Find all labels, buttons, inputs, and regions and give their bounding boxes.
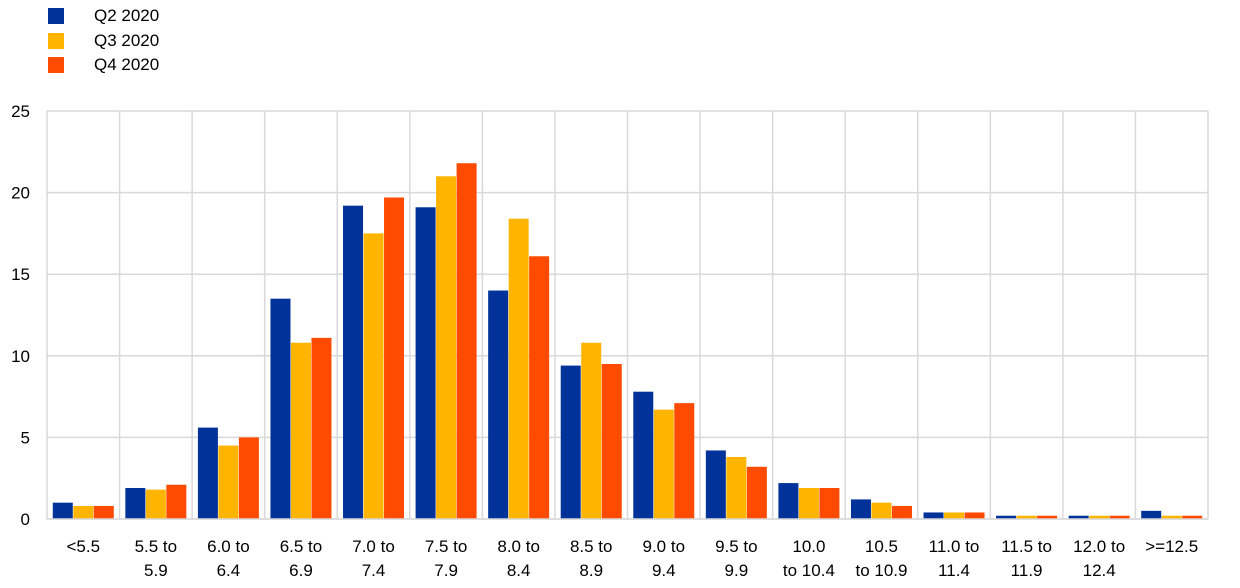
bar <box>1109 515 1130 519</box>
x-tick-label: 12.0 to <box>1073 537 1125 556</box>
bar <box>1161 515 1182 519</box>
x-tick-label: 9.5 to <box>715 537 758 556</box>
x-tick-label: to 10.4 <box>783 561 835 580</box>
bar <box>1016 515 1037 519</box>
legend-swatch-q4 <box>48 57 64 74</box>
legend-item-q4: Q4 2020 <box>48 53 159 78</box>
bar <box>923 512 944 519</box>
bar <box>1089 515 1110 519</box>
bar <box>166 484 187 519</box>
x-tick-label: 9.9 <box>725 561 749 580</box>
legend-label-q3: Q3 2020 <box>94 30 160 50</box>
x-tick-label: >=12.5 <box>1145 537 1198 556</box>
bar <box>1068 515 1089 519</box>
legend-swatch-q2 <box>48 8 64 25</box>
legend-label-q4: Q4 2020 <box>94 55 160 75</box>
x-tick-label: 6.4 <box>217 561 241 580</box>
x-tick-label: 8.0 to <box>497 537 540 556</box>
bar <box>1037 515 1058 519</box>
bar <box>996 515 1017 519</box>
y-tick-label: 15 <box>11 265 30 284</box>
x-tick-label: 11.9 <box>1011 561 1043 580</box>
y-tick-label: 25 <box>11 102 30 121</box>
bar <box>311 337 332 519</box>
x-tick-label: 7.5 to <box>425 537 468 556</box>
x-tick-label: 6.0 to <box>207 537 250 556</box>
x-tick-label: to 10.9 <box>855 561 907 580</box>
bar <box>726 456 747 519</box>
x-tick-label: 7.0 to <box>352 537 395 556</box>
bar <box>488 290 509 519</box>
y-tick-label: 0 <box>21 510 30 529</box>
bar <box>601 363 622 519</box>
bar <box>798 487 819 519</box>
bar <box>238 437 259 519</box>
bar <box>581 342 602 519</box>
bar <box>819 487 840 519</box>
x-tick-label: 9.4 <box>652 561 676 580</box>
bar <box>850 499 871 519</box>
bar <box>529 256 550 519</box>
y-tick-label: 10 <box>11 347 30 366</box>
x-tick-label: 12.4 <box>1083 561 1116 580</box>
x-tick-label: 5.9 <box>144 561 168 580</box>
bar <box>746 466 767 519</box>
x-tick-label: 11.5 to <box>1001 537 1052 556</box>
bar <box>508 218 529 519</box>
bar <box>145 489 166 519</box>
legend-swatch-q3 <box>48 32 64 49</box>
bar <box>52 502 73 519</box>
bar <box>125 487 146 519</box>
bar <box>944 512 965 519</box>
x-tick-label: 11.4 <box>938 561 970 580</box>
bar <box>705 450 726 519</box>
y-tick-label: 20 <box>11 184 30 203</box>
x-tick-label: 10.5 <box>865 537 898 556</box>
bar <box>778 483 799 519</box>
bar <box>1182 515 1203 519</box>
x-tick-label: 9.0 to <box>643 537 686 556</box>
x-tick-label: 11.0 to <box>929 537 980 556</box>
x-tick-label: 7.9 <box>434 561 458 580</box>
bar <box>218 445 239 519</box>
bar <box>964 512 985 519</box>
x-tick-label: 8.9 <box>579 561 603 580</box>
bar <box>415 207 436 519</box>
bar <box>653 409 674 519</box>
bar <box>197 427 218 519</box>
bar <box>456 163 477 519</box>
bar <box>290 342 311 519</box>
bar <box>436 176 457 519</box>
x-tick-label: 5.5 to <box>135 537 178 556</box>
x-tick-label: 6.5 to <box>280 537 323 556</box>
bar <box>871 502 892 519</box>
bar <box>363 233 384 519</box>
x-tick-label: 8.5 to <box>570 537 613 556</box>
bar <box>93 505 114 519</box>
x-tick-label: <5.5 <box>67 537 101 556</box>
x-tick-label: 8.4 <box>507 561 531 580</box>
bar <box>891 505 912 519</box>
bar <box>73 505 94 519</box>
bar <box>270 298 291 519</box>
legend-item-q2: Q2 2020 <box>48 4 159 29</box>
y-tick-label: 5 <box>21 428 30 447</box>
x-tick-label: 6.9 <box>289 561 313 580</box>
bar <box>633 391 654 519</box>
bar <box>560 365 581 519</box>
x-tick-label: 7.4 <box>362 561 386 580</box>
x-tick-label: 10.0 <box>792 537 825 556</box>
legend-label-q2: Q2 2020 <box>94 6 160 26</box>
bar <box>1141 510 1162 519</box>
bar <box>384 197 405 519</box>
chart-legend: Q2 2020 Q3 2020 Q4 2020 <box>48 4 159 78</box>
legend-item-q3: Q3 2020 <box>48 29 159 54</box>
bar <box>674 403 695 519</box>
bar <box>343 205 364 519</box>
